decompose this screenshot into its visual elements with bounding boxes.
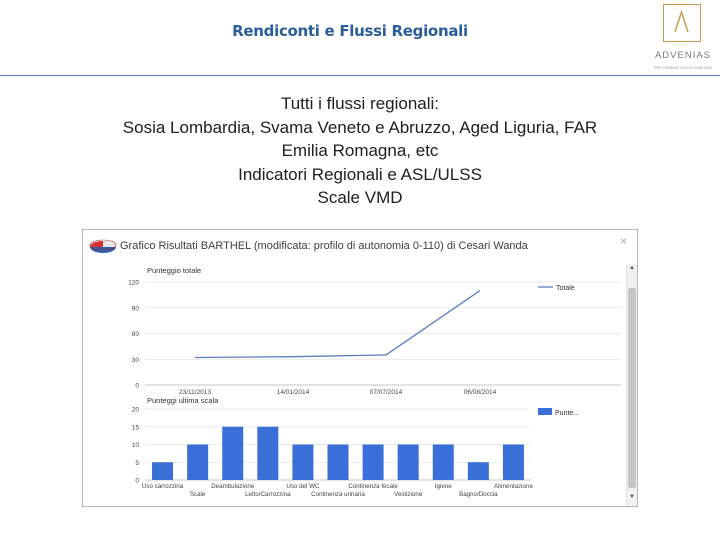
y-tick-label: 90 (132, 305, 140, 312)
chart-window-screenshot: Grafico Risultati BARTHEL (modificata: p… (82, 229, 638, 507)
x-tick-label: 06/08/2014 (464, 389, 497, 396)
legend-label: Punte... (555, 410, 579, 417)
logo-chevron-icon (674, 9, 689, 33)
line-chart-title: Punteggio totale (147, 266, 201, 275)
x-tick-label: Uso del WC (286, 483, 320, 490)
close-icon[interactable]: × (620, 234, 628, 248)
bar-chart-title: Punteggi ultima scala (147, 396, 219, 405)
logo-name: ADVENIAS (654, 50, 712, 61)
body-line: Scale VMD (317, 188, 403, 207)
header-divider (0, 75, 720, 76)
y-tick-label: 5 (135, 460, 139, 467)
x-tick-label: 23/11/2013 (179, 389, 211, 396)
bar (222, 426, 244, 480)
advenias-logo: ADVENIAS PROGRAMMI SOCIO SANITARI (650, 4, 716, 74)
bar-chart: Punteggi ultima scala 0 5 10 15 20 Uso carro… (132, 396, 579, 498)
x-tick-label: 07/07/2014 (370, 389, 403, 396)
y-tick-label: 20 (132, 407, 140, 414)
bar (292, 444, 314, 480)
bar (362, 444, 384, 480)
bar (327, 444, 349, 480)
body-line: Tutti i flussi regionali: (280, 94, 440, 113)
scroll-thumb[interactable] (628, 288, 636, 488)
y-tick-label: 15 (132, 424, 140, 431)
x-tick-label: Deambulazione (211, 483, 255, 490)
body-line: Indicatori Regionali e ASL/ULSS (238, 164, 482, 184)
body-line: Sosia Lombardia, Svama Veneto e Abruzzo,… (122, 117, 598, 137)
legend-label: Totale (556, 285, 575, 292)
x-tick-label: Continenza urinaria (311, 491, 365, 498)
bar (152, 462, 174, 480)
bar (432, 444, 454, 480)
logo-mark (663, 4, 701, 42)
bar (257, 426, 279, 480)
window-titlebar: Grafico Risultati BARTHEL (modificata: p… (83, 230, 637, 260)
scroll-down-icon[interactable]: ▼ (629, 494, 635, 500)
window-title: Grafico Risultati BARTHEL (modificata: p… (120, 240, 528, 252)
x-tick-label: Bagno/Doccia (459, 491, 498, 498)
body-line: Emilia Romagna, etc (281, 141, 439, 160)
series-line-totale (194, 290, 481, 359)
logo-tagline: PROGRAMMI SOCIO SANITARI (653, 65, 713, 70)
pie-chart-icon (89, 239, 117, 253)
legend-swatch (538, 408, 552, 415)
y-tick-label: 120 (128, 280, 139, 287)
x-tick-label: Letto/Carrozzina (245, 491, 291, 498)
vertical-scrollbar[interactable]: ▲ ▼ (626, 264, 637, 506)
y-tick-label: 0 (135, 478, 139, 485)
x-tick-label: Scale (190, 491, 206, 498)
line-chart: Punteggio totale 0 30 60 90 120 23/11/2013 14… (128, 266, 621, 396)
y-tick-label: 10 (132, 442, 140, 449)
y-tick-label: 60 (132, 331, 140, 338)
bar (502, 444, 524, 480)
x-tick-label: Uso carrozzina (142, 483, 184, 490)
bar (467, 462, 489, 480)
scroll-up-icon[interactable]: ▲ (629, 265, 635, 271)
x-tick-label: Igiene (435, 483, 452, 490)
slide-title: Rendiconti e Flussi Regionali (232, 22, 468, 40)
x-tick-label: Continenza fecale (348, 483, 398, 490)
bar (397, 444, 419, 480)
x-tick-label: 14/01/2014 (277, 389, 310, 396)
bar (187, 444, 209, 480)
x-tick-label: Alimentazione (494, 483, 533, 490)
y-tick-label: 30 (132, 357, 140, 364)
body-text: Tutti i flussi regionali: Sosia Lombardi… (0, 92, 720, 210)
x-tick-label: Vestizione (394, 491, 423, 498)
y-tick-label: 0 (135, 383, 139, 390)
